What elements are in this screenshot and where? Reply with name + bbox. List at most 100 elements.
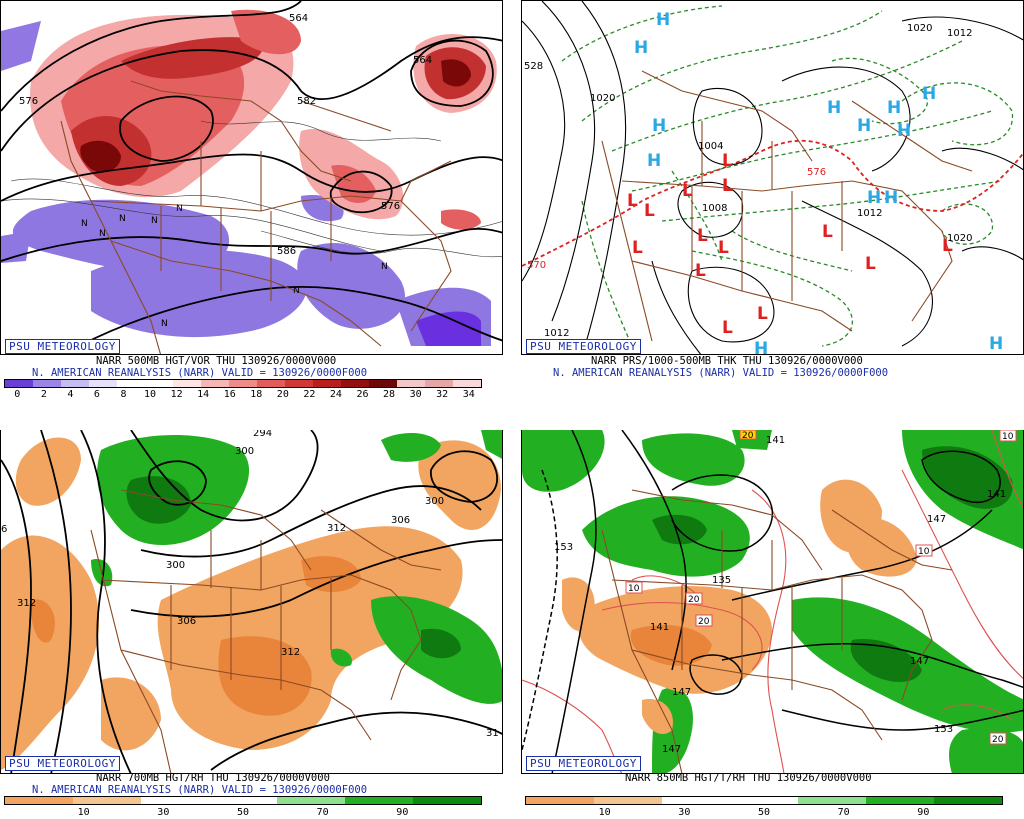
scale-swatch [413,797,481,804]
vorticity-min-markers: N N N N N N N N [81,204,388,329]
rh850-map-graphic: 153 135 141 147 147 141 147 153 141 147 … [522,430,1023,773]
contour-label: 147 [910,656,929,667]
map-pressure-thickness[interactable]: 1020 1012 1020 1012 1004 1008 1012 1020 … [521,0,1024,355]
panel-caption-valid: N. AMERICAN REANALYSIS (NARR) VALID = 13… [553,367,889,379]
height-contours [522,430,1023,773]
rh-color-scale [525,796,1003,805]
high-marker: H [867,188,881,208]
contour-label: 576 [19,96,38,107]
temp-label: 10 [1002,432,1014,442]
map-700mb-rh[interactable]: 300 312 306 300 306 312 312 300 294 31 6… [0,430,503,774]
vorticity-color-scale [4,379,482,388]
contour-label: 564 [413,55,432,66]
contour-label: 300 [235,446,254,457]
high-marker: H [989,334,1003,354]
contour-label: 141 [650,622,669,633]
low-marker: L [942,236,953,256]
contour-label: 31 [486,728,499,739]
height-contour-labels: 300 312 306 300 306 312 312 300 294 31 6 [1,430,499,739]
contour-label: 576 [807,167,826,178]
scale-swatch [33,380,61,387]
low-marker: L [757,304,768,324]
contour-label: 1020 [947,233,972,244]
scale-swatch [145,380,173,387]
scale-swatch [453,380,481,387]
map-850mb-temp-rh[interactable]: 153 135 141 147 147 141 147 153 141 147 … [521,430,1024,774]
temperature-contours [522,430,1023,773]
low-marker: L [865,254,876,274]
psu-meteorology-logo: PSU METEOROLOGY [526,756,641,771]
scale-tick-label: 90 [396,807,409,818]
high-marker: H [897,121,911,141]
low-marker: L [718,238,729,258]
psu-meteorology-logo: PSU METEOROLOGY [5,339,120,354]
scale-tick-label: 30 [409,389,422,400]
temp-label: 20 [688,595,700,605]
scale-swatch [5,380,33,387]
scale-swatch [798,797,866,804]
scale-tick-label: 10 [598,807,611,818]
scale-swatch [73,797,141,804]
scale-swatch [173,380,201,387]
contour-label: 135 [712,575,731,586]
contour-label: 582 [297,96,316,107]
rh-scale-labels: 10 30 50 70 90 [525,807,1001,819]
scale-tick-label: 6 [93,389,100,400]
map-500mb-vorticity[interactable]: 576 582 564 586 564 576 N N N N N N N N PSU M… [0,0,503,355]
low-marker: L [722,318,733,338]
low-marker: L [697,226,708,246]
temp-label: 20 [698,617,710,627]
svg-text:N: N [151,216,158,226]
scale-tick-label: 50 [757,807,771,818]
scale-swatch [345,797,413,804]
scale-tick-label: 28 [383,389,396,400]
high-marker: H [656,10,670,30]
contour-label: 528 [524,61,543,72]
height-contour-labels: 576 582 564 586 564 576 [19,13,432,257]
contour-label: 306 [177,616,196,627]
low-marker: L [822,222,833,242]
contour-label: 1004 [698,141,723,152]
high-pressure-markers: H H H H H H H H H H H H H [634,10,1003,354]
vorticity-thin-contours [1,120,502,258]
contour-label: 6 [1,524,7,535]
high-marker: H [652,116,666,136]
scale-swatch [866,797,934,804]
scale-swatch [526,797,594,804]
high-marker: H [887,98,901,118]
scale-tick-label: 0 [14,389,21,400]
low-marker: L [644,201,655,221]
geographic-borders [60,80,452,354]
contour-label: 153 [554,542,573,553]
temp-label: 20 [742,431,754,441]
scale-swatch [141,797,209,804]
scale-tick-label: 90 [917,807,930,818]
scale-swatch [201,380,229,387]
scale-swatch [61,380,89,387]
scale-swatch [229,380,257,387]
scale-tick-label: 32 [436,389,449,400]
rh-scale-labels: 10 30 50 70 90 [4,807,480,819]
high-marker: H [884,188,898,208]
contour-label: 141 [766,435,785,446]
scale-swatch [397,380,425,387]
contour-label: 294 [253,430,272,439]
isobar-contours [522,1,1023,354]
contour-label: 1008 [702,203,727,214]
rh-color-scale [4,796,482,805]
scale-swatch [117,380,145,387]
svg-text:N: N [81,219,88,229]
scale-swatch [425,380,453,387]
svg-text:N: N [293,286,300,296]
scale-swatch [209,797,277,804]
scale-tick-label: 50 [236,807,250,818]
very-dry-shading [630,625,712,666]
scale-swatch [277,797,345,804]
contour-label: 312 [327,523,346,534]
isobar-labels: 1020 1012 1020 1012 1004 1008 1012 1020 … [524,23,972,339]
scale-tick-label: 18 [250,389,263,400]
panel-500mb-vorticity: 576 582 564 586 564 576 N N N N N N N N PSU M… [0,0,503,410]
scale-tick-label: 70 [837,807,850,818]
vorticity-positive-shading [30,9,497,230]
psu-meteorology-logo: PSU METEOROLOGY [526,339,641,354]
